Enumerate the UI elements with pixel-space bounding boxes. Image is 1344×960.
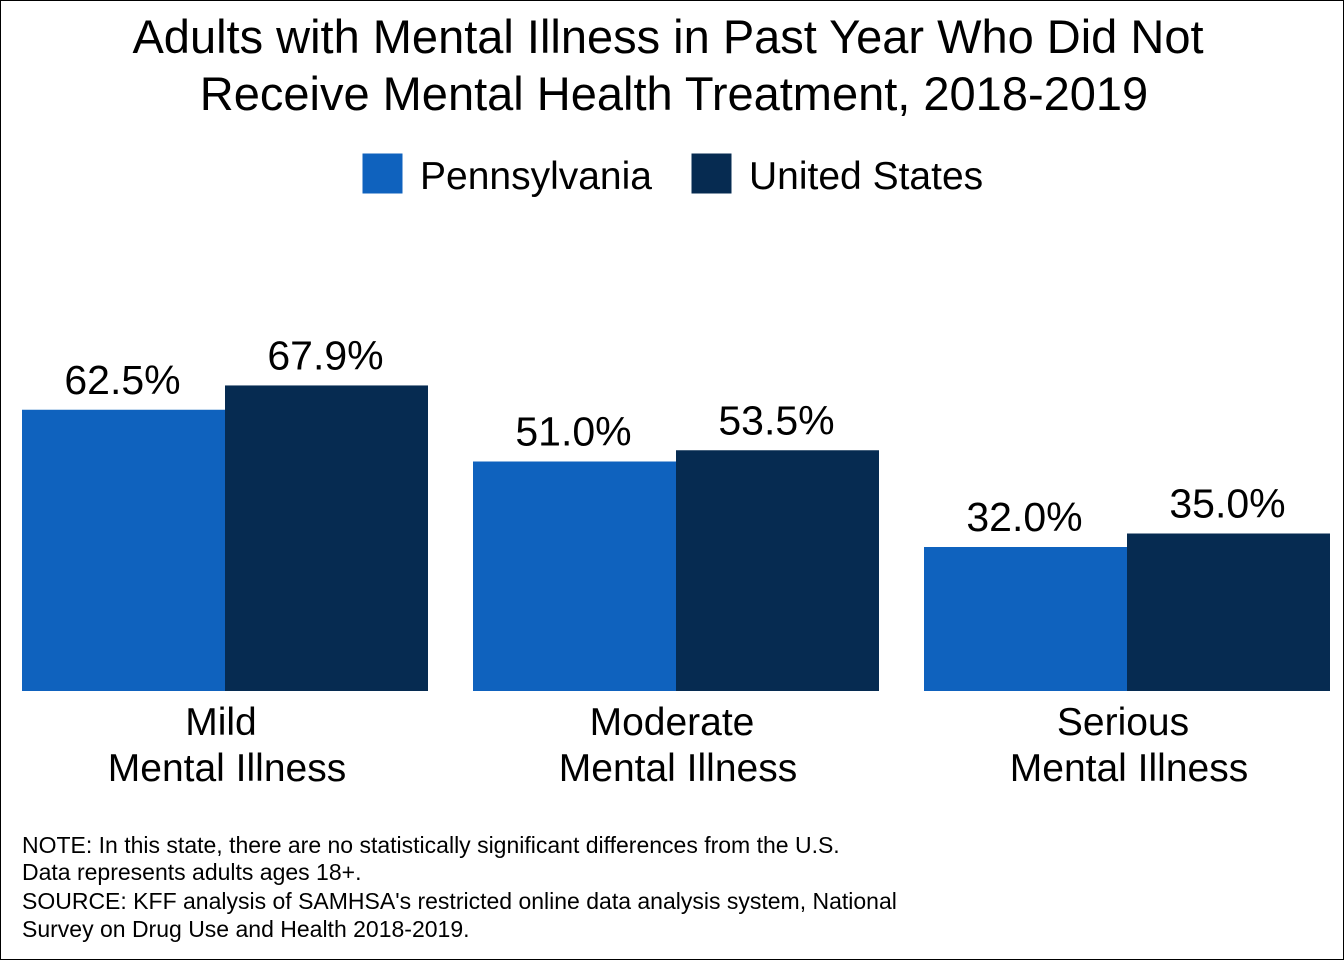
bar-pennsylvania-serious [924, 547, 1127, 691]
legend-swatch-united-states [690, 152, 733, 195]
note-line-2: Data represents adults ages 18+. [22, 859, 361, 885]
value-labels: 62.5% 67.9% 51.0% 53.5% 32.0% 35.0% [64, 332, 1285, 540]
value-label-pennsylvania-mild: 62.5% [64, 357, 180, 403]
bar-united-states-mild [225, 385, 428, 691]
value-label-pennsylvania-moderate: 51.0% [515, 409, 631, 455]
bars [22, 385, 1330, 691]
legend-label-pennsylvania: Pennsylvania [420, 155, 652, 198]
bar-pennsylvania-moderate [473, 461, 676, 691]
category-label-mild-line-2: Mental Illness [108, 747, 346, 790]
bar-pennsylvania-mild [22, 409, 225, 691]
note-line-1: NOTE: In this state, there are no statis… [22, 832, 840, 858]
value-label-united-states-moderate: 53.5% [718, 397, 834, 443]
chart-legend: Pennsylvania United States [361, 152, 983, 198]
source-line-1: SOURCE: KFF analysis of SAMHSA's restric… [22, 888, 897, 914]
category-label-moderate-line-2: Mental Illness [559, 747, 797, 790]
category-label-serious-line-2: Mental Illness [1010, 747, 1248, 790]
chart-title-line-1: Adults with Mental Illness in Past Year … [132, 10, 1203, 63]
category-label-serious-line-1: Serious [1057, 701, 1189, 744]
category-label-mild-line-1: Mild [185, 701, 257, 744]
value-label-pennsylvania-serious: 32.0% [966, 494, 1082, 540]
value-label-united-states-mild: 67.9% [267, 332, 383, 378]
chart-notes: NOTE: In this state, there are no statis… [22, 832, 897, 942]
chart-title: Adults with Mental Illness in Past Year … [132, 10, 1203, 120]
chart-title-line-2: Receive Mental Health Treatment, 2018-20… [200, 67, 1148, 120]
bar-united-states-serious [1127, 533, 1330, 691]
legend-swatch-pennsylvania [361, 152, 404, 195]
value-label-united-states-serious: 35.0% [1169, 481, 1285, 527]
bar-united-states-moderate [676, 450, 879, 691]
source-line-2: Survey on Drug Use and Health 2018-2019. [22, 916, 470, 942]
category-label-moderate-line-1: Moderate [590, 701, 755, 744]
legend-label-united-states: United States [749, 155, 983, 198]
